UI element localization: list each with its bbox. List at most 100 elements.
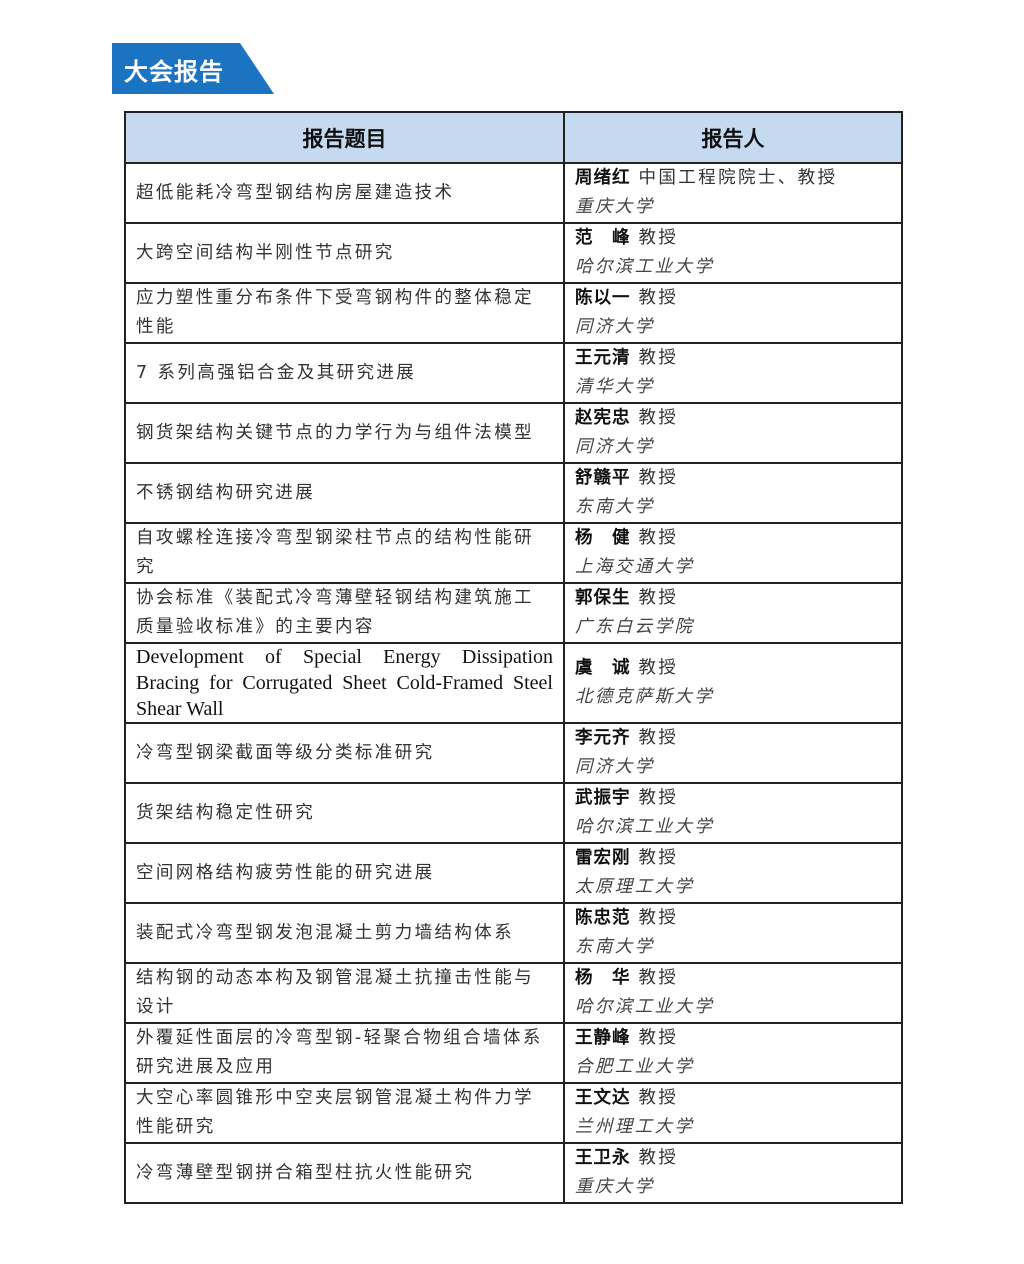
report-topic: 钢货架结构关键节点的力学行为与组件法模型 xyxy=(124,402,565,464)
report-topic: 7 系列高强铝合金及其研究进展 xyxy=(124,342,565,404)
report-topic: 协会标准《装配式冷弯薄壁轻钢结构建筑施工质量验收标准》的主要内容 xyxy=(124,582,565,644)
table-row: 大跨空间结构半刚性节点研究 范 峰 教授 哈尔滨工业大学 xyxy=(124,222,903,284)
speaker-cell: 范 峰 教授哈尔滨工业大学 xyxy=(563,222,903,284)
speaker-title: 教授 xyxy=(638,848,679,868)
speaker-name: 王静峰 xyxy=(575,1028,631,1048)
table-row: 冷弯薄壁型钢拼合箱型柱抗火性能研究 王卫永 教授重庆大学 xyxy=(124,1142,903,1204)
speaker-name: 范 峰 xyxy=(575,228,631,248)
speaker-cell: 周绪红 中国工程院院士、教授重庆大学 xyxy=(563,162,903,224)
speaker-title: 教授 xyxy=(638,968,679,988)
table-header-row: 报告题目 报告人 xyxy=(124,111,903,164)
speaker-affiliation: 哈尔滨工业大学 xyxy=(575,257,715,277)
speaker-name: 武振宇 xyxy=(575,788,631,808)
table-row: 空间网格结构疲劳性能的研究进展 雷宏刚 教授太原理工大学 xyxy=(124,842,903,904)
table-row: 自攻螺栓连接冷弯型钢梁柱节点的结构性能研究 杨 健 教授 上海交通大学 xyxy=(124,522,903,584)
speaker-title: 教授 xyxy=(638,908,679,928)
speaker-cell: 雷宏刚 教授太原理工大学 xyxy=(563,842,903,904)
table-row: Development of Special Energy Dissipatio… xyxy=(124,642,903,724)
speaker-name: 王文达 xyxy=(575,1088,631,1108)
speaker-affiliation: 同济大学 xyxy=(575,437,655,457)
speaker-affiliation: 上海交通大学 xyxy=(575,557,695,577)
speaker-cell: 王元清 教授清华大学 xyxy=(563,342,903,404)
report-topic: 冷弯型钢梁截面等级分类标准研究 xyxy=(124,722,565,784)
speaker-title: 中国工程院院士、教授 xyxy=(638,168,838,188)
report-topic: 大空心率圆锥形中空夹层钢管混凝土构件力学性能研究 xyxy=(124,1082,565,1144)
speaker-affiliation: 广东白云学院 xyxy=(575,617,695,637)
speaker-title: 教授 xyxy=(638,1088,679,1108)
table-row: 7 系列高强铝合金及其研究进展 王元清 教授清华大学 xyxy=(124,342,903,404)
speaker-title: 教授 xyxy=(638,1028,679,1048)
speaker-cell: 赵宪忠 教授同济大学 xyxy=(563,402,903,464)
table-row: 结构钢的动态本构及钢管混凝土抗撞击性能与设计 杨 华 教授哈尔滨工业大学 xyxy=(124,962,903,1024)
table-row: 钢货架结构关键节点的力学行为与组件法模型 赵宪忠 教授同济大学 xyxy=(124,402,903,464)
speaker-cell: 王静峰 教授合肥工业大学 xyxy=(563,1022,903,1084)
report-topic: 应力塑性重分布条件下受弯钢构件的整体稳定性能 xyxy=(124,282,565,344)
speaker-title: 教授 xyxy=(638,348,679,368)
speaker-name: 赵宪忠 xyxy=(575,408,631,428)
table-row: 冷弯型钢梁截面等级分类标准研究 李元齐 教授同济大学 xyxy=(124,722,903,784)
speaker-cell: 王卫永 教授重庆大学 xyxy=(563,1142,903,1204)
speaker-affiliation: 重庆大学 xyxy=(575,197,655,217)
speaker-name: 李元齐 xyxy=(575,728,631,748)
speaker-affiliation: 清华大学 xyxy=(575,377,655,397)
speaker-title: 教授 xyxy=(638,228,679,248)
report-topic: 不锈钢结构研究进展 xyxy=(124,462,565,524)
speaker-name: 虞 诚 xyxy=(575,658,631,678)
speaker-title: 教授 xyxy=(638,468,679,488)
speaker-title: 教授 xyxy=(638,1148,679,1168)
speaker-name: 郭保生 xyxy=(575,588,631,608)
section-banner: 大会报告 xyxy=(112,43,274,94)
speaker-cell: 陈以一 教授 同济大学 xyxy=(563,282,903,344)
speaker-title: 教授 xyxy=(638,588,679,608)
speaker-cell: 虞 诚 教授北德克萨斯大学 xyxy=(563,642,903,724)
speaker-title: 教授 xyxy=(638,788,679,808)
table-row: 应力塑性重分布条件下受弯钢构件的整体稳定性能 陈以一 教授 同济大学 xyxy=(124,282,903,344)
report-table: 报告题目 报告人 超低能耗冷弯型钢结构房屋建造技术 周绪红 中国工程院院士、教授… xyxy=(124,111,903,1204)
table-row: 不锈钢结构研究进展 舒赣平 教授 东南大学 xyxy=(124,462,903,524)
speaker-affiliation: 北德克萨斯大学 xyxy=(575,687,715,707)
speaker-cell: 王文达 教授兰州理工大学 xyxy=(563,1082,903,1144)
speaker-affiliation: 东南大学 xyxy=(575,937,655,957)
report-topic: 外覆延性面层的冷弯型钢-轻聚合物组合墙体系研究进展及应用 xyxy=(124,1022,565,1084)
report-topic: 超低能耗冷弯型钢结构房屋建造技术 xyxy=(124,162,565,224)
speaker-cell: 陈忠范 教授东南大学 xyxy=(563,902,903,964)
speaker-cell: 武振宇 教授哈尔滨工业大学 xyxy=(563,782,903,844)
speaker-affiliation: 兰州理工大学 xyxy=(575,1117,695,1137)
table-row: 超低能耗冷弯型钢结构房屋建造技术 周绪红 中国工程院院士、教授重庆大学 xyxy=(124,162,903,224)
section-title: 大会报告 xyxy=(124,58,224,86)
header-topic: 报告题目 xyxy=(124,111,565,164)
report-topic: 冷弯薄壁型钢拼合箱型柱抗火性能研究 xyxy=(124,1142,565,1204)
speaker-name: 周绪红 xyxy=(575,168,631,188)
header-speaker: 报告人 xyxy=(563,111,903,164)
report-topic: 自攻螺栓连接冷弯型钢梁柱节点的结构性能研究 xyxy=(124,522,565,584)
speaker-title: 教授 xyxy=(638,408,679,428)
speaker-affiliation: 哈尔滨工业大学 xyxy=(575,817,715,837)
speaker-title: 教授 xyxy=(638,658,679,678)
speaker-affiliation: 哈尔滨工业大学 xyxy=(575,997,715,1017)
speaker-name: 杨 华 xyxy=(575,968,631,988)
table-row: 协会标准《装配式冷弯薄壁轻钢结构建筑施工质量验收标准》的主要内容 郭保生 教授广… xyxy=(124,582,903,644)
speaker-name: 王元清 xyxy=(575,348,631,368)
speaker-affiliation: 东南大学 xyxy=(575,497,655,517)
speaker-affiliation: 同济大学 xyxy=(575,757,655,777)
speaker-title: 教授 xyxy=(638,728,679,748)
report-topic: Development of Special Energy Dissipatio… xyxy=(124,642,565,724)
speaker-affiliation: 重庆大学 xyxy=(575,1177,655,1197)
speaker-cell: 舒赣平 教授 东南大学 xyxy=(563,462,903,524)
speaker-title: 教授 xyxy=(638,288,679,308)
report-topic: 装配式冷弯型钢发泡混凝土剪力墙结构体系 xyxy=(124,902,565,964)
speaker-affiliation: 合肥工业大学 xyxy=(575,1057,695,1077)
speaker-name: 王卫永 xyxy=(575,1148,631,1168)
speaker-title: 教授 xyxy=(638,528,679,548)
table-row: 外覆延性面层的冷弯型钢-轻聚合物组合墙体系研究进展及应用 王静峰 教授合肥工业大… xyxy=(124,1022,903,1084)
table-row: 货架结构稳定性研究 武振宇 教授 哈尔滨工业大学 xyxy=(124,782,903,844)
speaker-cell: 杨 华 教授哈尔滨工业大学 xyxy=(563,962,903,1024)
table-row: 大空心率圆锥形中空夹层钢管混凝土构件力学性能研究 王文达 教授兰州理工大学 xyxy=(124,1082,903,1144)
report-topic: 空间网格结构疲劳性能的研究进展 xyxy=(124,842,565,904)
speaker-name: 雷宏刚 xyxy=(575,848,631,868)
speaker-cell: 郭保生 教授广东白云学院 xyxy=(563,582,903,644)
speaker-affiliation: 同济大学 xyxy=(575,317,655,337)
speaker-affiliation: 太原理工大学 xyxy=(575,877,695,897)
report-topic: 结构钢的动态本构及钢管混凝土抗撞击性能与设计 xyxy=(124,962,565,1024)
speaker-name: 陈忠范 xyxy=(575,908,631,928)
